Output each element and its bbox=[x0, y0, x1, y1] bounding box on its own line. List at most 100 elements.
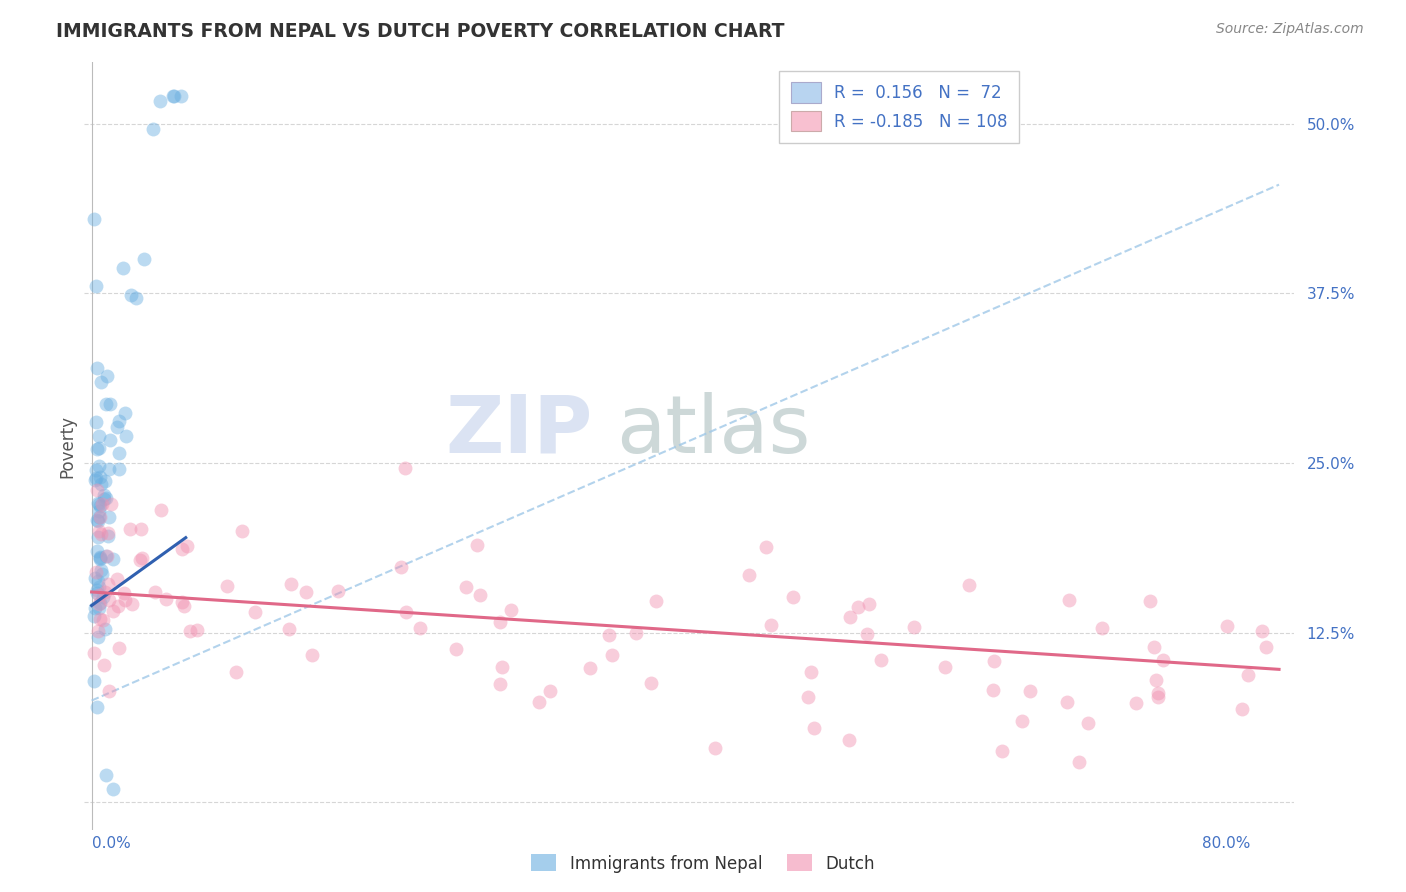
Point bbox=[87, 574, 110, 588]
Point bbox=[1146, 686, 1168, 700]
Point bbox=[395, 605, 418, 619]
Point bbox=[86, 582, 108, 597]
Point bbox=[96, 369, 118, 384]
Point bbox=[89, 500, 111, 514]
Text: 0.0%: 0.0% bbox=[91, 837, 131, 851]
Point bbox=[301, 648, 323, 663]
Point bbox=[86, 483, 108, 497]
Point bbox=[1251, 624, 1274, 638]
Point bbox=[84, 565, 107, 579]
Point bbox=[89, 552, 111, 566]
Point bbox=[488, 677, 510, 691]
Point bbox=[89, 510, 111, 524]
Point bbox=[94, 549, 117, 563]
Point bbox=[624, 626, 647, 640]
Point bbox=[1077, 715, 1099, 730]
Point bbox=[172, 541, 194, 556]
Point bbox=[1056, 695, 1078, 709]
Point bbox=[529, 696, 551, 710]
Point bbox=[112, 586, 135, 600]
Point bbox=[129, 553, 152, 567]
Point bbox=[163, 89, 186, 103]
Point bbox=[131, 550, 153, 565]
Point bbox=[755, 541, 778, 555]
Point bbox=[143, 584, 166, 599]
Point bbox=[101, 552, 124, 566]
Point bbox=[738, 567, 761, 582]
Point bbox=[105, 420, 128, 434]
Point bbox=[103, 605, 125, 619]
Point bbox=[108, 414, 131, 428]
Point bbox=[90, 526, 112, 541]
Point bbox=[86, 360, 108, 375]
Point bbox=[499, 603, 522, 617]
Point bbox=[858, 597, 880, 611]
Point bbox=[782, 591, 804, 605]
Point bbox=[84, 571, 107, 585]
Point bbox=[803, 721, 825, 735]
Point bbox=[870, 653, 893, 667]
Point bbox=[87, 503, 110, 517]
Point bbox=[86, 699, 108, 714]
Point bbox=[98, 397, 121, 411]
Point bbox=[225, 665, 247, 679]
Point bbox=[186, 623, 208, 637]
Text: Source: ZipAtlas.com: Source: ZipAtlas.com bbox=[1216, 22, 1364, 37]
Point bbox=[1232, 702, 1254, 716]
Point bbox=[394, 460, 416, 475]
Point bbox=[89, 596, 111, 610]
Point bbox=[704, 740, 727, 755]
Point bbox=[107, 599, 129, 613]
Point bbox=[89, 588, 111, 602]
Point bbox=[87, 531, 110, 545]
Point bbox=[98, 462, 121, 476]
Point bbox=[83, 473, 105, 487]
Point bbox=[94, 622, 117, 636]
Point bbox=[983, 683, 1005, 698]
Point bbox=[645, 594, 668, 608]
Point bbox=[90, 477, 112, 491]
Point bbox=[1254, 640, 1277, 654]
Point bbox=[83, 674, 105, 689]
Point bbox=[176, 539, 198, 553]
Point bbox=[83, 609, 105, 624]
Point bbox=[100, 433, 122, 447]
Point bbox=[89, 510, 111, 524]
Point bbox=[1011, 714, 1033, 728]
Point bbox=[108, 640, 131, 655]
Point bbox=[91, 613, 114, 627]
Point bbox=[87, 429, 110, 443]
Point bbox=[87, 496, 110, 510]
Point bbox=[93, 658, 115, 673]
Point bbox=[215, 579, 238, 593]
Point bbox=[231, 524, 253, 539]
Point bbox=[454, 580, 477, 594]
Point bbox=[846, 599, 869, 614]
Point bbox=[1057, 593, 1080, 607]
Point bbox=[86, 514, 108, 528]
Point bbox=[89, 469, 111, 483]
Point bbox=[957, 578, 980, 592]
Point bbox=[111, 261, 134, 276]
Point bbox=[280, 577, 302, 591]
Point bbox=[170, 89, 193, 103]
Point bbox=[89, 550, 111, 565]
Point bbox=[97, 525, 120, 540]
Point bbox=[489, 615, 512, 629]
Point bbox=[91, 590, 114, 604]
Text: IMMIGRANTS FROM NEPAL VS DUTCH POVERTY CORRELATION CHART: IMMIGRANTS FROM NEPAL VS DUTCH POVERTY C… bbox=[56, 22, 785, 41]
Point bbox=[278, 622, 301, 636]
Point bbox=[838, 610, 860, 624]
Point bbox=[115, 429, 138, 443]
Legend: Immigrants from Nepal, Dutch: Immigrants from Nepal, Dutch bbox=[524, 847, 882, 880]
Point bbox=[149, 94, 172, 108]
Point bbox=[444, 642, 467, 657]
Point bbox=[838, 732, 860, 747]
Point bbox=[114, 593, 136, 607]
Point bbox=[93, 488, 115, 502]
Point bbox=[409, 621, 432, 635]
Point bbox=[1125, 696, 1147, 710]
Point bbox=[162, 89, 184, 103]
Point bbox=[132, 252, 155, 266]
Point bbox=[800, 665, 823, 679]
